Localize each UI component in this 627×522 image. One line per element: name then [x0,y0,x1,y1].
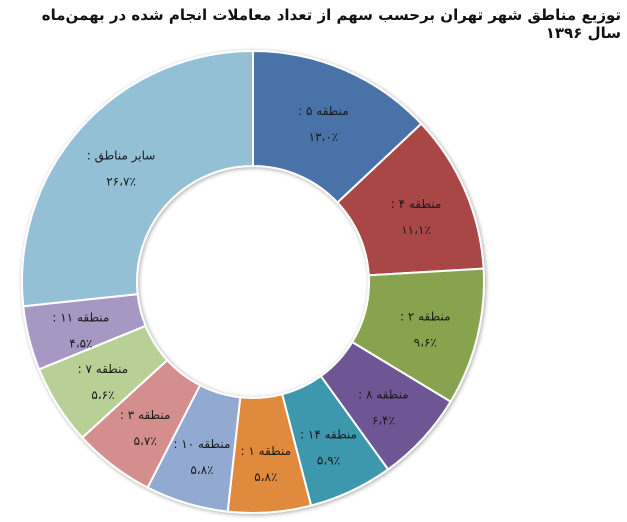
slice-label: منطقه ۵ : [298,104,349,118]
slice-11[interactable] [21,49,254,308]
slice-label: منطقه ۲ : [400,310,451,324]
slice-label: منطقه ۷ : [78,362,129,376]
slice-label: منطقه ۸ : [358,387,409,401]
slice-label: منطقه ۱ : [241,444,292,458]
slice-value: ۴،۵٪ [69,336,92,350]
slice-value: ۵،۶٪ [91,388,114,402]
slice-label: منطقه ۱۴ : [300,428,357,442]
slice-value: ۵،۷٪ [134,434,157,448]
slice-value: ۵،۹٪ [317,454,340,468]
slice-value: ۲۶،۷٪ [106,174,136,188]
slice-value: ۱۱،۱٪ [401,223,431,237]
slices-group [21,49,485,514]
slice-label: سایر مناطق : [87,148,156,163]
slice-value: ۵،۸٪ [254,470,277,484]
labels-group: منطقه ۵ : ۱۳،۰٪ منطقه ۴ : ۱۱،۱٪ منطقه ۲ : ۹،۶… [52,104,450,484]
slice-label: منطقه ۱۰ : [173,437,230,451]
slice-value: ۹،۶٪ [414,336,437,350]
slice-label: منطقه ۱۱ : [52,310,109,324]
slice-label: منطقه ۴ : [391,197,442,211]
chart-title: توزیع مناطق شهر تهران برحسب سهم از تعداد… [41,6,621,42]
slice-value: ۱۳،۰٪ [309,130,339,144]
slice-value: ۶،۴٪ [372,413,395,427]
slice-value: ۵،۸٪ [190,463,213,477]
slice-label: منطقه ۳ : [120,408,171,422]
